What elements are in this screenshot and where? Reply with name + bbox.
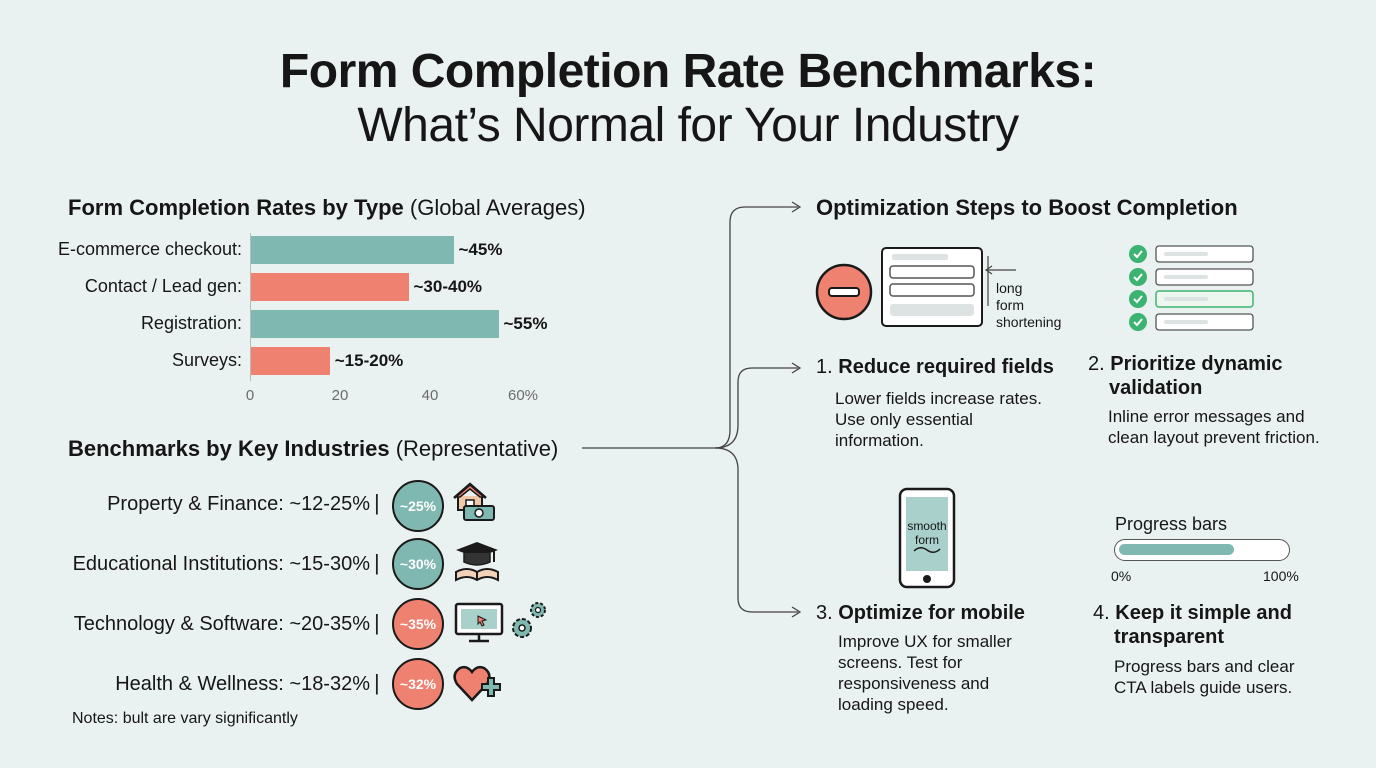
x-tick-label: 0 [245, 387, 255, 404]
chart-title-main: Form Completion Rates by Type [68, 195, 404, 220]
bar-value-label: ~45% [458, 240, 503, 259]
validation-list-illustration [1128, 243, 1258, 340]
computer-gear-icon [454, 600, 554, 651]
remove-icon [814, 262, 874, 327]
separator: | [374, 490, 380, 515]
bar-value-label: ~15-20% [334, 351, 404, 370]
bar-value-label: ~55% [503, 314, 548, 333]
industry-label-education: Educational Institutions: ~15-30% [72, 553, 370, 575]
x-tick-label: 40 [421, 387, 439, 404]
badge-technology: ~35% [392, 598, 444, 650]
house-money-icon [450, 478, 496, 529]
page-subtitle: What’s Normal for Your Industry [357, 99, 1019, 152]
step2-desc: Inline error messages and clean layout p… [1108, 407, 1320, 447]
separator: | [374, 550, 380, 575]
chart-axis-line [250, 233, 251, 381]
step4-title: 4. Keep it simple and transparent [1093, 602, 1292, 648]
bar-category-label: Surveys: [171, 350, 242, 370]
x-tick-label: 60% [507, 387, 539, 404]
step3-title: 3. Optimize for mobile [816, 602, 1025, 624]
separator: | [374, 670, 380, 695]
bar [251, 347, 330, 375]
bar-category-label: Registration: [140, 313, 242, 333]
bar [251, 310, 499, 338]
connector-lines [582, 201, 802, 618]
bar-category-label: Contact / Lead gen: [84, 276, 242, 296]
x-tick-label: 20 [331, 387, 349, 404]
badge-education: ~30% [392, 538, 444, 590]
step2-title: 2. Prioritize dynamic validation [1088, 353, 1283, 399]
industry-label-technology: Technology & Software: ~20-35% [73, 613, 370, 635]
optimization-title: Optimization Steps to Boost Completion [816, 195, 1238, 220]
step1-title: 1. Reduce required fields [816, 356, 1054, 378]
industries-title-sub: (Representative) [395, 436, 559, 461]
industries-title-main: Benchmarks by Key Industries [68, 436, 390, 461]
bar [251, 273, 409, 301]
progress-max: 100% [1263, 568, 1299, 584]
notes-text: Notes: bult are vary significantly [72, 710, 298, 727]
badge-property: ~25% [392, 480, 444, 532]
industry-label-health: Health & Wellness: ~18-32% [115, 673, 370, 695]
step4-desc: Progress bars and clear CTA labels guide… [1114, 657, 1295, 697]
long-form-illustration [880, 246, 1020, 335]
long-form-caption: long form shortening [996, 280, 1062, 330]
bar-chart: E-commerce checkout: ~45% Contact / Lead g… [0, 225, 640, 415]
separator: | [374, 610, 380, 635]
progress-min: 0% [1111, 568, 1132, 584]
badge-health: ~32% [392, 658, 444, 710]
step3-desc: Improve UX for smaller screens. Test for… [838, 632, 1012, 714]
industry-label-property: Property & Finance: ~12-25% [107, 493, 370, 515]
heart-plus-icon [452, 662, 502, 711]
chart-title: Form Completion Rates by Type (Global Av… [68, 195, 586, 221]
smartphone-icon [898, 487, 956, 594]
progress-fill [1119, 544, 1234, 555]
bar [251, 236, 454, 264]
bar-value-label: ~30-40% [413, 277, 483, 296]
progress-label: Progress bars [1115, 514, 1228, 534]
progress-track [1114, 539, 1290, 561]
step1-desc: Lower fields increase rates. Use only es… [835, 389, 1042, 450]
phone-caption: smooth form [907, 519, 947, 547]
industries-title: Benchmarks by Key Industries (Representa… [68, 436, 558, 462]
graduation-cap-icon [452, 538, 502, 589]
chart-title-sub: (Global Averages) [409, 195, 586, 220]
bar-category-label: E-commerce checkout: [57, 239, 242, 259]
page-title: Form Completion Rate Benchmarks: [279, 45, 1097, 98]
